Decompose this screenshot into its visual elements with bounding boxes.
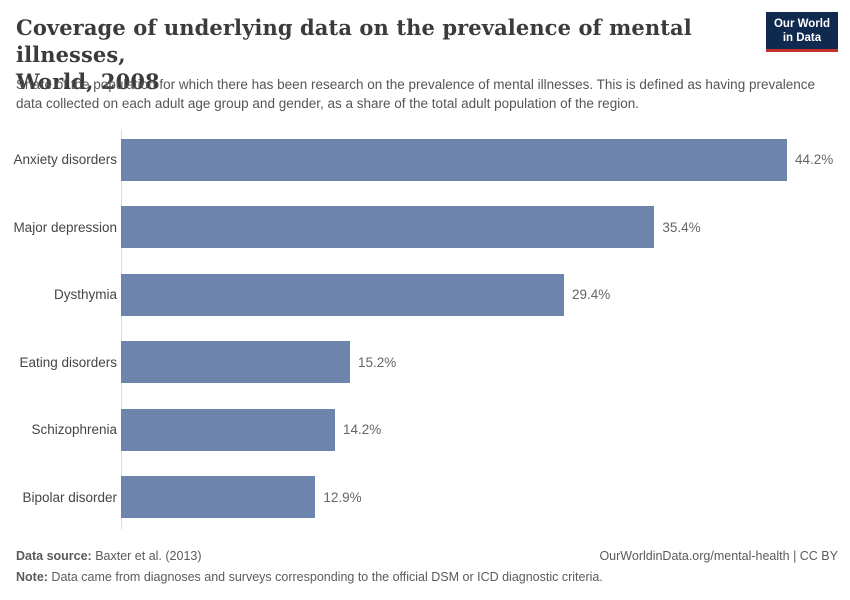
bar[interactable] xyxy=(121,273,564,316)
category-label: Bipolar disorder xyxy=(22,489,117,505)
owid-url-link[interactable]: OurWorldinData.org/mental-health | CC BY xyxy=(599,549,838,563)
bar[interactable] xyxy=(121,476,316,519)
note-label: Note: xyxy=(16,570,48,584)
bar-zone: 15.2% xyxy=(121,329,850,397)
note-text: Data came from diagnoses and surveys cor… xyxy=(47,570,603,584)
category-label: Schizophrenia xyxy=(31,422,117,438)
category-label: Eating disorders xyxy=(19,354,117,370)
bar-zone: 44.2% xyxy=(121,126,850,194)
category-label: Dysthymia xyxy=(53,287,117,303)
bar[interactable] xyxy=(121,206,655,249)
bar[interactable] xyxy=(121,341,351,384)
bar-zone: 12.9% xyxy=(121,464,850,532)
bar-row: Schizophrenia 14.2% xyxy=(0,396,850,464)
value-label: 15.2% xyxy=(358,354,397,370)
category-label: Anxiety disorders xyxy=(13,152,117,168)
bar-zone: 35.4% xyxy=(121,194,850,262)
bar-row: Eating disorders 15.2% xyxy=(0,329,850,397)
value-label: 35.4% xyxy=(662,219,701,235)
value-label: 44.2% xyxy=(795,152,834,168)
bar-zone: 29.4% xyxy=(121,261,850,329)
data-source-label: Data source: xyxy=(16,549,92,563)
chart-title-line1: Coverage of underlying data on the preva… xyxy=(16,15,692,67)
data-source-text: Baxter et al. (2013) xyxy=(91,549,202,563)
note-line: Note: Data came from diagnoses and surve… xyxy=(16,567,838,588)
value-label: 12.9% xyxy=(323,489,362,505)
chart-title-line2: World, 2008 xyxy=(16,69,160,94)
chart-footer: Data source: Baxter et al. (2013) OurWor… xyxy=(16,546,838,588)
y-axis-line xyxy=(121,129,122,529)
value-label: 29.4% xyxy=(571,287,611,303)
owid-logo-line1: Our World xyxy=(773,18,830,30)
owid-logo[interactable]: Our World in Data xyxy=(765,12,838,52)
bar-chart: Anxiety disorders 44.2% Major depression 35… xyxy=(0,126,850,531)
bar[interactable] xyxy=(121,408,335,451)
bar-row: Bipolar disorder 12.9% xyxy=(0,464,850,532)
footer-top-row: Data source: Baxter et al. (2013) OurWor… xyxy=(16,546,838,567)
bar-row: Dysthymia 29.4% xyxy=(0,261,850,329)
chart-subtitle: Share of the population for which there … xyxy=(16,77,815,111)
bar-row: Anxiety disorders 44.2% xyxy=(0,126,850,194)
bar-zone: 14.2% xyxy=(121,396,850,464)
bar-row: Major depression 35.4% xyxy=(0,194,850,262)
owid-logo-line2: in Data xyxy=(782,32,822,44)
value-label: 14.2% xyxy=(342,422,382,438)
chart-title: Coverage of underlying data on the preva… xyxy=(16,14,756,95)
bar[interactable] xyxy=(121,138,787,181)
data-source-line: Data source: Baxter et al. (2013) xyxy=(16,546,202,567)
category-label: Major depression xyxy=(13,219,117,235)
